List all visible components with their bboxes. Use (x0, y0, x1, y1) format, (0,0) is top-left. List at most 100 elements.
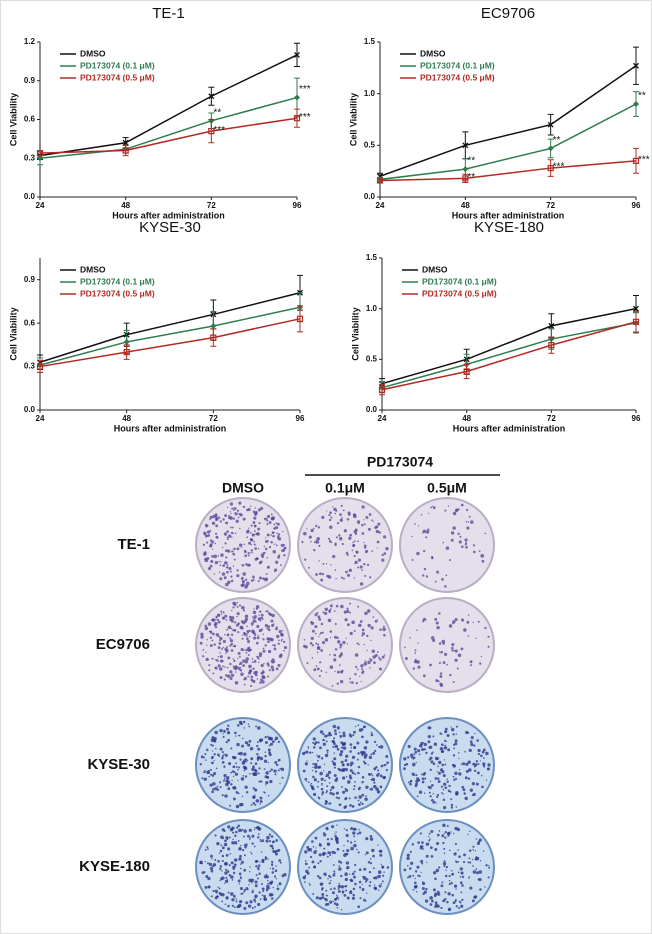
colony (254, 900, 257, 903)
colony (429, 896, 433, 900)
colony (417, 525, 420, 527)
colony (321, 641, 326, 645)
colony (432, 506, 436, 510)
colony (437, 780, 441, 783)
colony (235, 519, 239, 523)
colony (344, 805, 347, 809)
colony (318, 675, 321, 678)
colony (332, 900, 334, 903)
colony (332, 745, 335, 749)
colony (339, 731, 341, 734)
colony (314, 743, 317, 746)
colony (312, 763, 315, 765)
colony (367, 527, 371, 531)
colony (468, 515, 471, 518)
colony (218, 852, 221, 855)
colony (246, 760, 248, 763)
series-line (379, 65, 637, 178)
colony (221, 876, 225, 880)
colony (464, 543, 467, 546)
colony (245, 648, 248, 652)
colony (447, 835, 450, 837)
error-bar (210, 328, 217, 347)
colony (453, 778, 456, 782)
colony (331, 825, 335, 829)
colony (317, 526, 321, 529)
colony (254, 803, 257, 806)
colony (403, 868, 407, 872)
colony (257, 580, 260, 583)
colony (461, 545, 464, 549)
colony (260, 851, 263, 853)
colony (327, 537, 331, 540)
colony (354, 840, 356, 843)
colony (253, 608, 255, 610)
marker (632, 318, 640, 325)
colony (443, 746, 448, 750)
colony (314, 762, 318, 767)
colony (365, 516, 369, 520)
colony (336, 636, 339, 640)
colony (282, 531, 284, 533)
colony (370, 733, 374, 737)
colony (315, 847, 317, 849)
colony (267, 625, 271, 629)
colony (472, 792, 476, 797)
colony (241, 828, 244, 831)
colony (349, 631, 353, 636)
colony (472, 762, 476, 766)
colony (422, 620, 425, 623)
colony (356, 520, 361, 524)
colony (361, 781, 364, 784)
colony (236, 615, 238, 618)
colony (365, 795, 367, 798)
colony (250, 622, 254, 626)
marker (36, 149, 44, 157)
colony (470, 520, 474, 524)
column-label: 0.5μM (427, 480, 467, 496)
colony (257, 866, 260, 869)
colony (321, 882, 324, 885)
colony (258, 872, 261, 876)
series-line (381, 321, 637, 391)
colony (435, 802, 437, 804)
colony (215, 747, 217, 750)
y-tick-label: 0.5 (366, 354, 378, 363)
colony (421, 881, 426, 886)
colony (344, 759, 348, 762)
colony (439, 682, 443, 686)
colony (235, 514, 237, 517)
colony (245, 657, 249, 661)
colony (230, 861, 234, 865)
colony (275, 839, 279, 842)
colony (253, 898, 256, 902)
colony (356, 832, 359, 835)
colony (363, 562, 366, 566)
colony (225, 556, 228, 559)
colony (444, 727, 448, 731)
colony (267, 748, 271, 752)
colony (270, 737, 273, 741)
colony (266, 627, 269, 630)
colony (256, 744, 259, 748)
colony (428, 746, 431, 749)
colony (328, 776, 331, 780)
colony (239, 734, 241, 737)
colony (250, 757, 254, 761)
colony (336, 726, 340, 730)
colony (210, 773, 213, 776)
colony (256, 759, 259, 762)
significance-label: ** (213, 107, 221, 118)
colony (455, 806, 458, 808)
colony (241, 546, 243, 549)
colony (449, 673, 452, 677)
colony (226, 837, 229, 840)
colony (269, 770, 272, 773)
colony (413, 659, 418, 664)
colony (423, 748, 426, 751)
legend-label: PD173074 (0.5 μM) (80, 72, 155, 82)
colony (311, 644, 314, 647)
colony (442, 798, 446, 802)
colony (321, 572, 325, 576)
colony (345, 775, 348, 778)
